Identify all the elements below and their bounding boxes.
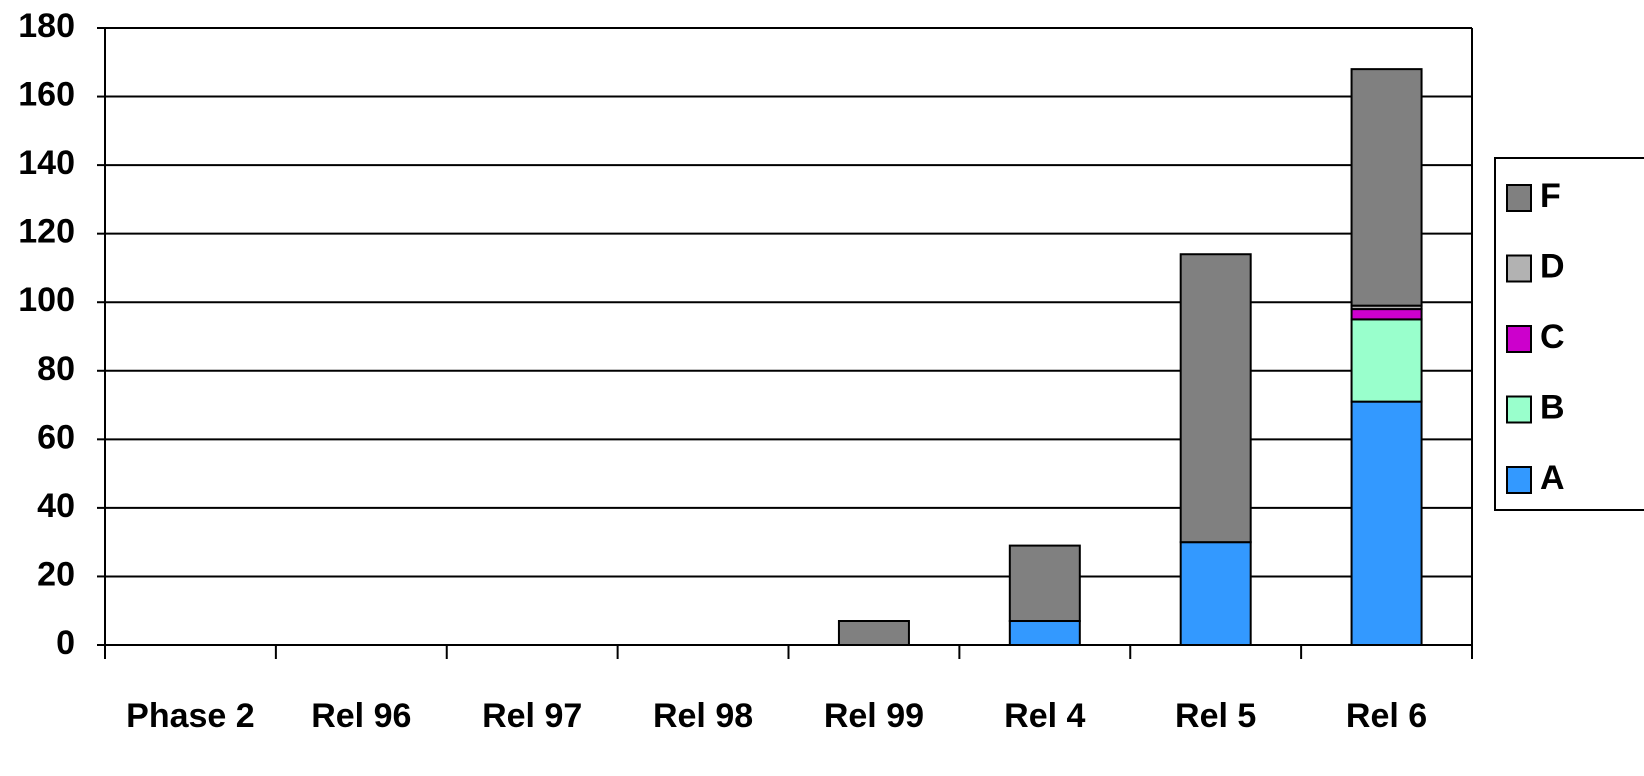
- bar-segment: [1179, 253, 1252, 544]
- y-tick-label: 60: [37, 418, 75, 456]
- legend-swatch: [1506, 184, 1532, 212]
- bar-segment: [1008, 620, 1081, 646]
- legend-label: A: [1540, 459, 1565, 497]
- x-tick-label: Rel 6: [1346, 697, 1427, 735]
- x-tick-label: Rel 96: [311, 697, 411, 735]
- legend-swatch: [1506, 325, 1532, 353]
- legend-label: C: [1540, 318, 1565, 356]
- y-tick-label: 40: [37, 487, 75, 525]
- bar-segment: [1179, 541, 1252, 647]
- legend-swatch: [1506, 254, 1532, 283]
- x-tick-label: Phase 2: [126, 697, 255, 735]
- legend-label: D: [1540, 247, 1565, 285]
- x-tick-label: Rel 5: [1175, 697, 1256, 735]
- x-tick-label: Rel 4: [1004, 697, 1085, 735]
- bar-segment: [1350, 68, 1423, 307]
- bar-segment: [1350, 318, 1423, 403]
- y-tick-label: 100: [18, 281, 75, 319]
- bar-segment: [1008, 544, 1081, 623]
- y-tick-label: 140: [18, 144, 75, 182]
- x-tick-label: Rel 98: [653, 697, 753, 735]
- legend-swatch: [1506, 395, 1532, 424]
- bar-segment: [1350, 308, 1423, 321]
- legend-swatch: [1506, 466, 1532, 494]
- y-tick-label: 20: [37, 555, 75, 593]
- y-tick-label: 0: [56, 624, 75, 662]
- bar-segment: [837, 620, 910, 646]
- legend-label: F: [1540, 177, 1561, 215]
- legend-label: B: [1540, 388, 1565, 426]
- y-tick-label: 160: [18, 76, 75, 114]
- y-tick-label: 120: [18, 213, 75, 251]
- y-tick-label: 80: [37, 350, 75, 388]
- x-tick-label: Rel 97: [482, 697, 582, 735]
- x-tick-label: Rel 99: [824, 697, 924, 735]
- bar-segment: [1350, 400, 1423, 646]
- y-tick-label: 180: [18, 7, 75, 45]
